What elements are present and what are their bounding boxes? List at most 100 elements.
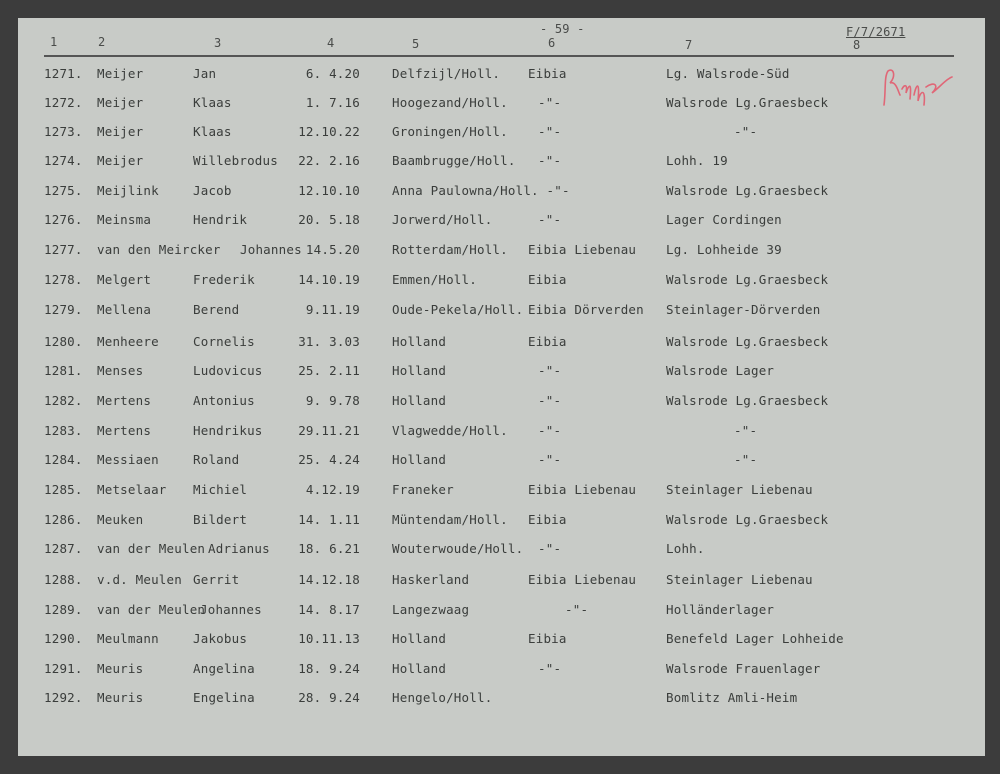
table-row: 1286. Meuken Bildert 14. 1.11 Müntendam/Holl… — [0, 512, 1000, 532]
camp: Lager Cordingen — [666, 212, 782, 227]
birth-place: Oude-Pekela/Holl. — [392, 302, 524, 317]
signature-stroke — [883, 69, 953, 106]
entry-number: 1280. — [44, 334, 83, 349]
employer: Eibia Dörverden — [528, 302, 644, 317]
entry-number: 1272. — [44, 95, 83, 110]
employer: -"- — [538, 124, 562, 139]
birth-date: 14.5.20 — [305, 242, 360, 257]
birth-place: Rotterdam/Holl. — [392, 242, 508, 257]
surname: Menheere — [97, 334, 159, 349]
entry-number: 1287. — [44, 541, 83, 556]
entry-number: 1286. — [44, 512, 83, 527]
column-header-4: 4 — [327, 36, 335, 50]
birth-date: 28. 9.24 — [298, 690, 360, 705]
first-name: Roland — [193, 452, 240, 467]
surname: Meijer — [97, 153, 144, 168]
employer: -"- — [538, 153, 562, 168]
document-page — [18, 18, 985, 756]
first-name: Berend — [193, 302, 240, 317]
entry-number: 1288. — [44, 572, 83, 587]
birth-date: 25. 4.24 — [298, 452, 360, 467]
first-name: Hendrik — [193, 212, 248, 227]
first-name: Antonius — [193, 393, 255, 408]
camp: Holländerlager — [666, 602, 775, 617]
birth-place: Langezwaag — [392, 602, 470, 617]
birth-place: Franeker — [392, 482, 454, 497]
surname: Meuken — [97, 512, 144, 527]
camp: Walsrode Lg.Graesbeck — [666, 95, 829, 110]
entry-number: 1285. — [44, 482, 83, 497]
birth-place: Holland — [392, 334, 447, 349]
surname: Meijer — [97, 66, 144, 81]
entry-number: 1275. — [44, 183, 83, 198]
entry-number: 1291. — [44, 661, 83, 676]
birth-place: Vlagwedde/Holl. — [392, 423, 508, 438]
reference-number: F/7/2671 — [846, 25, 906, 39]
header-rule — [44, 55, 954, 57]
surname: Messiaen — [97, 452, 159, 467]
entry-number: 1277. — [44, 242, 83, 257]
camp: -"- — [734, 124, 758, 139]
birth-place: Haskerland — [392, 572, 470, 587]
entry-number: 1271. — [44, 66, 83, 81]
column-header-2: 2 — [98, 35, 106, 49]
birth-date: 6. 4.20 — [305, 66, 360, 81]
employer: Eibia — [528, 512, 567, 527]
birth-date: 14. 1.11 — [298, 512, 360, 527]
table-row: 1292. Meuris Engelina 28. 9.24 Hengelo/Holl.… — [0, 690, 1000, 710]
column-header-1: 1 — [50, 35, 58, 49]
surname: Meuris — [97, 661, 144, 676]
birth-place: Jorwerd/Holl. — [392, 212, 493, 227]
surname: van der Meulen — [97, 541, 206, 556]
employer: -"- — [565, 602, 589, 617]
camp: Lg. Walsrode-Süd — [666, 66, 790, 81]
entry-number: 1290. — [44, 631, 83, 646]
table-row: 1284. Messiaen Roland 25. 4.24 Holland -"- -"- — [0, 452, 1000, 472]
table-row: 1291. Meuris Angelina 18. 9.24 Holland -"- Wal… — [0, 661, 1000, 681]
camp: -"- — [734, 452, 758, 467]
first-name: Adrianus — [208, 541, 270, 556]
surname: Meijlink — [97, 183, 159, 198]
entry-number: 1278. — [44, 272, 83, 287]
birth-date: 31. 3.03 — [298, 334, 360, 349]
camp: Walsrode Frauenlager — [666, 661, 821, 676]
column-header-8: 8 — [853, 38, 861, 52]
birth-date: 20. 5.18 — [298, 212, 360, 227]
camp: Walsrode Lg.Graesbeck — [666, 272, 829, 287]
birth-place: Hengelo/Holl. — [392, 690, 493, 705]
table-row: 1277. van den Meircker Johannes 14.5.20 Rott… — [0, 242, 1000, 262]
birth-place: Delfzijl/Holl. — [392, 66, 501, 81]
camp: Steinlager Liebenau — [666, 572, 813, 587]
birth-date: 1. 7.16 — [305, 95, 360, 110]
birth-place: Müntendam/Holl. — [392, 512, 508, 527]
birth-date: 14. 8.17 — [298, 602, 360, 617]
table-row: 1281. Menses Ludovicus 25. 2.11 Holland -"- Wa… — [0, 363, 1000, 383]
birth-date: 10.11.13 — [298, 631, 360, 646]
birth-date: 4.12.19 — [305, 482, 360, 497]
table-row: 1278. Melgert Frederik 14.10.19 Emmen/Holl. E… — [0, 272, 1000, 292]
birth-place: Hoogezand/Holl. — [392, 95, 508, 110]
entry-number: 1282. — [44, 393, 83, 408]
surname: Meijer — [97, 95, 144, 110]
first-name: Klaas — [193, 95, 232, 110]
first-name: Engelina — [193, 690, 255, 705]
employer: Eibia — [528, 334, 567, 349]
camp: Bomlitz Amli-Heim — [666, 690, 798, 705]
table-row: 1280. Menheere Cornelis 31. 3.03 Holland Eibi… — [0, 334, 1000, 354]
first-name: Jakobus — [193, 631, 248, 646]
first-name: Michiel — [193, 482, 248, 497]
first-name: Johannes — [200, 602, 262, 617]
employer: -"- — [538, 452, 562, 467]
camp: Lg. Lohheide 39 — [666, 242, 782, 257]
first-name: Klaas — [193, 124, 232, 139]
birth-place: Wouterwoude/Holl. — [392, 541, 524, 556]
camp: Walsrode Lg.Graesbeck — [666, 393, 829, 408]
birth-date: 22. 2.16 — [298, 153, 360, 168]
table-row: 1272. Meijer Klaas 1. 7.16 Hoogezand/Holl. -"… — [0, 95, 1000, 115]
employer: -"- — [538, 393, 562, 408]
employer: -"- — [538, 661, 562, 676]
employer: -"- — [538, 95, 562, 110]
table-row: 1287. van der Meulen Adrianus 18. 6.21 Woute… — [0, 541, 1000, 561]
birth-place: Holland — [392, 661, 447, 676]
entry-number: 1276. — [44, 212, 83, 227]
